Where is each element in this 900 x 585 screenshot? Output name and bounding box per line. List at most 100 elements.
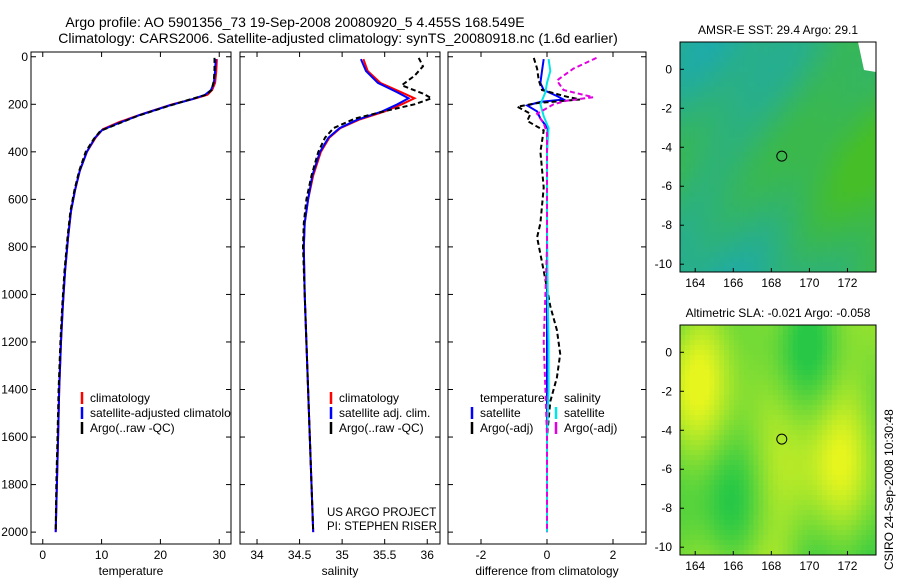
heatmap-cell — [729, 505, 735, 511]
heatmap-cell — [763, 97, 769, 103]
heatmap-cell — [738, 177, 745, 183]
heatmap-cell — [792, 450, 798, 456]
heatmap-cell — [831, 530, 838, 536]
heatmap-cell — [714, 92, 720, 98]
heatmap-cell — [817, 520, 823, 526]
heatmap-cell — [802, 182, 808, 188]
heatmap-cell — [748, 450, 754, 456]
heatmap-cell — [680, 370, 686, 376]
heatmap-cell — [694, 430, 700, 436]
heatmap-cell — [714, 232, 720, 238]
heatmap-cell — [738, 415, 745, 421]
heatmap-cell — [684, 87, 691, 93]
heatmap-cell — [753, 360, 759, 366]
heatmap-cell — [871, 177, 877, 183]
heatmap-cell — [851, 262, 857, 268]
heatmap-cell — [709, 162, 715, 168]
heatmap-cell — [851, 340, 857, 346]
heatmap-cell — [709, 470, 715, 476]
heatmap-cell — [773, 455, 779, 461]
heatmap-cell — [684, 375, 691, 381]
heatmap-cell — [768, 540, 774, 546]
heatmap-cell — [753, 252, 759, 258]
heatmap-cell — [792, 395, 798, 401]
heatmap-cell — [689, 390, 696, 396]
heatmap-cell — [846, 257, 852, 263]
heatmap-cell — [787, 47, 794, 53]
heatmap-cell — [871, 330, 877, 336]
heatmap-cell — [704, 182, 710, 188]
heatmap-cell — [768, 42, 774, 48]
heatmap-cell — [694, 330, 700, 336]
heatmap-cell — [851, 335, 857, 341]
x-axis-label: salinity — [322, 564, 359, 578]
heatmap-cell — [763, 425, 769, 431]
heatmap-cell — [773, 72, 779, 78]
heatmap-cell — [763, 157, 769, 163]
heatmap-cell — [841, 102, 847, 108]
heatmap-cell — [738, 202, 745, 208]
heatmap-cell — [827, 267, 833, 273]
heatmap-cell — [812, 167, 818, 173]
heatmap-cell — [836, 152, 843, 158]
heatmap-cell — [714, 237, 720, 243]
heatmap-cell — [738, 385, 745, 391]
heatmap-cell — [758, 455, 764, 461]
heatmap-cell — [709, 237, 715, 243]
heatmap-cell — [684, 520, 691, 526]
heatmap-cell — [827, 325, 833, 331]
heatmap-cell — [851, 460, 857, 466]
heatmap-cell — [797, 237, 803, 243]
heatmap-cell — [729, 232, 735, 238]
heatmap-cell — [846, 520, 852, 526]
heatmap-cell — [787, 425, 794, 431]
heatmap-cell — [846, 52, 852, 58]
heatmap-cell — [689, 500, 696, 506]
heatmap-cell — [866, 455, 872, 461]
heatmap-cell — [817, 132, 823, 138]
heatmap-cell — [738, 217, 745, 223]
heatmap-cell — [841, 237, 847, 243]
heatmap-cell — [817, 475, 823, 481]
heatmap-cell — [802, 217, 808, 223]
heatmap-cell — [851, 550, 857, 556]
heatmap-cell — [709, 500, 715, 506]
heatmap-cell — [748, 82, 754, 88]
heatmap-cell — [802, 550, 808, 556]
heatmap-cell — [763, 345, 769, 351]
heatmap-cell — [763, 530, 769, 536]
heatmap-cell — [822, 77, 828, 83]
heatmap-cell — [812, 340, 818, 346]
heatmap-cell — [782, 510, 789, 516]
heatmap-cell — [871, 535, 877, 541]
heatmap-cell — [856, 430, 862, 436]
heatmap-cell — [841, 112, 847, 118]
y-tick-label: -8 — [661, 501, 672, 515]
heatmap-cell — [797, 217, 803, 223]
heatmap-cell — [827, 192, 833, 198]
heatmap-cell — [773, 267, 779, 273]
heatmap-cell — [684, 340, 691, 346]
heatmap-cell — [871, 455, 877, 461]
heatmap-cell — [694, 112, 700, 118]
heatmap-cell — [729, 465, 735, 471]
heatmap-cell — [684, 345, 691, 351]
heatmap-cell — [871, 232, 877, 238]
heatmap-cell — [851, 475, 857, 481]
heatmap-cell — [694, 340, 700, 346]
heatmap-cell — [729, 335, 735, 341]
heatmap-cell — [871, 325, 877, 331]
heatmap-cell — [694, 172, 700, 178]
heatmap-cell — [758, 515, 764, 521]
heatmap-cell — [680, 460, 686, 466]
heatmap-cell — [724, 410, 730, 416]
heatmap-cell — [817, 222, 823, 228]
heatmap-cell — [812, 72, 818, 78]
heatmap-cell — [797, 177, 803, 183]
heatmap-cell — [778, 540, 784, 546]
heatmap-cell — [709, 400, 715, 406]
heatmap-cell — [758, 345, 764, 351]
heatmap-cell — [827, 400, 833, 406]
heatmap-cell — [861, 365, 867, 371]
heatmap-cell — [807, 52, 813, 58]
